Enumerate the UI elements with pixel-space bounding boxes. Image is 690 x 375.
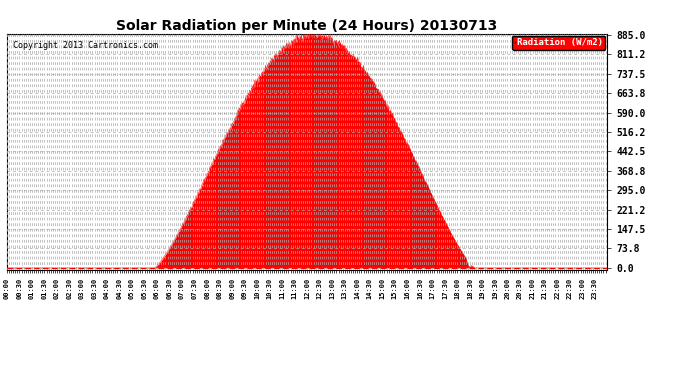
Title: Solar Radiation per Minute (24 Hours) 20130713: Solar Radiation per Minute (24 Hours) 20… — [117, 19, 497, 33]
Text: Copyright 2013 Cartronics.com: Copyright 2013 Cartronics.com — [13, 41, 158, 50]
Legend: Radiation (W/m2): Radiation (W/m2) — [512, 36, 605, 50]
